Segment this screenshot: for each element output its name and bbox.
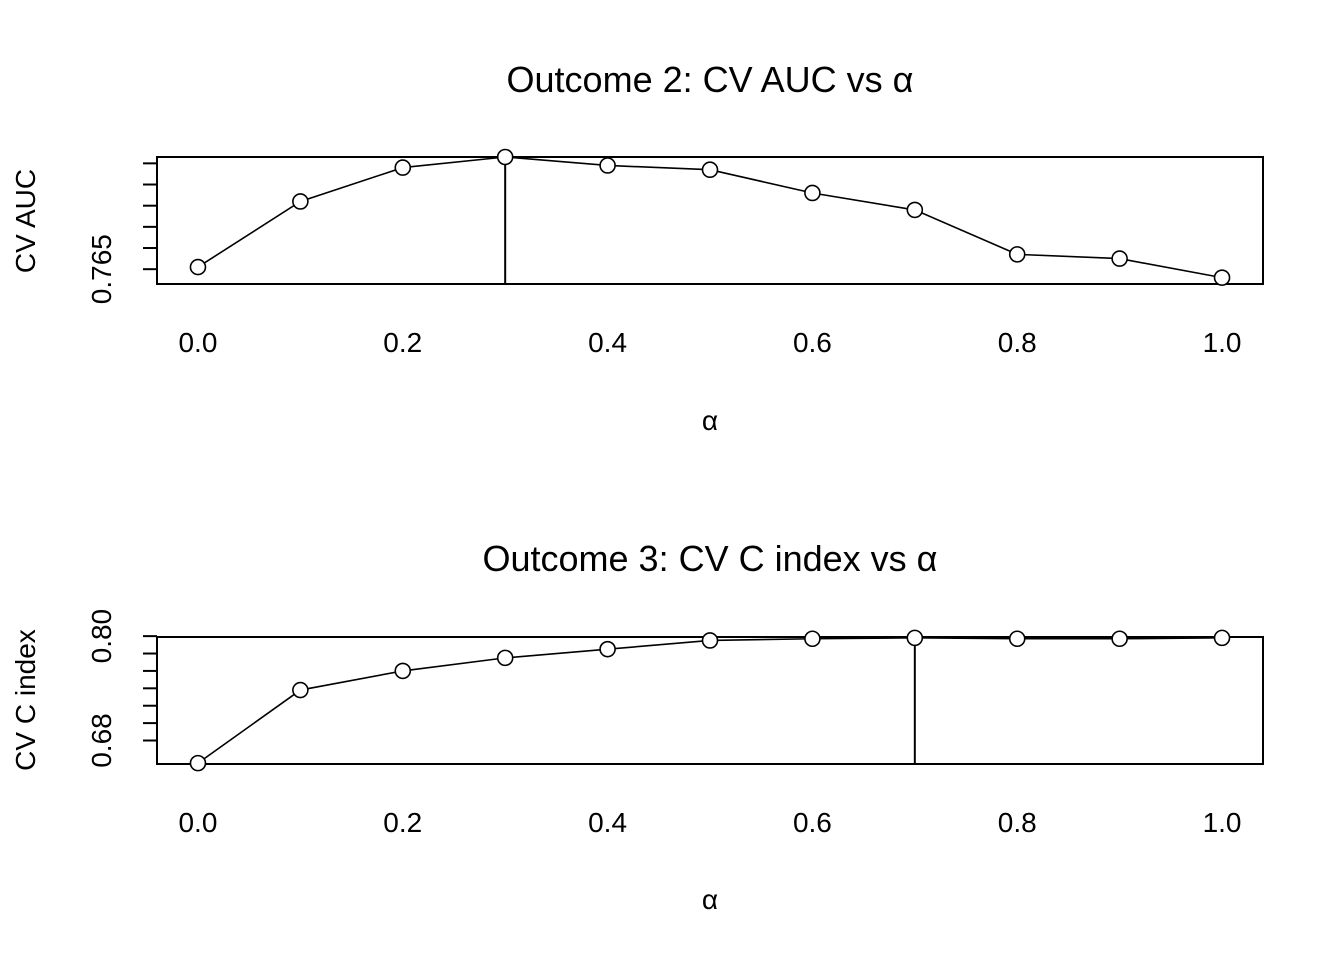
data-point	[496, 148, 514, 166]
x-tick-label: 1.0	[1203, 327, 1242, 358]
x-tick-label: 0.6	[793, 807, 832, 838]
data-point	[906, 201, 924, 219]
chart-panel-outcome-3: Outcome 3: CV C index vs α 0.0 0.2 0.4 0.6 0…	[10, 538, 1264, 915]
x-tick-label: 0.0	[178, 327, 217, 358]
data-point	[906, 629, 924, 647]
x-tick-label: 0.8	[998, 807, 1037, 838]
y-axis: 0.765	[86, 162, 157, 304]
data-point	[394, 159, 412, 176]
data-point	[496, 649, 514, 667]
chart-title: Outcome 2: CV AUC vs α	[507, 59, 914, 100]
x-axis-label: α	[702, 405, 718, 436]
y-axis: 0.68 0.80	[86, 609, 157, 768]
data-point	[701, 161, 719, 178]
data-point	[292, 681, 309, 699]
data-point	[189, 754, 207, 772]
chart-title: Outcome 3: CV C index vs α	[483, 538, 938, 579]
data-point	[804, 630, 821, 648]
x-tick-label: 1.0	[1203, 807, 1242, 838]
x-axis: 0.0 0.2 0.4 0.6 0.8 1.0	[178, 807, 1242, 838]
data-point	[599, 157, 616, 174]
y-tick-label: 0.68	[86, 713, 117, 768]
x-tick-label: 0.2	[383, 807, 422, 838]
data-point	[1111, 250, 1128, 267]
x-tick-label: 0.4	[588, 807, 627, 838]
x-axis-label: α	[702, 884, 718, 915]
data-point	[1008, 246, 1026, 263]
x-axis: 0.0 0.2 0.4 0.6 0.8 1.0	[178, 327, 1242, 358]
x-tick-label: 0.2	[383, 327, 422, 358]
data-point	[1213, 269, 1231, 286]
plot-frame	[156, 156, 1264, 285]
x-tick-label: 0.8	[998, 327, 1037, 358]
data-point	[394, 662, 412, 680]
x-tick-label: 0.6	[793, 327, 832, 358]
data-point	[1008, 630, 1026, 648]
data-point	[599, 640, 616, 658]
data-point	[1111, 630, 1128, 648]
y-axis-label: CV C index	[10, 629, 41, 771]
y-tick-label: 0.765	[86, 234, 117, 304]
plot-frame	[156, 636, 1264, 765]
y-axis-label: CV AUC	[10, 169, 41, 273]
series-line	[197, 637, 1223, 764]
series-points	[189, 629, 1231, 772]
chart-panel-outcome-2: Outcome 2: CV AUC vs α 0.0 0.2 0.4 0.6 0.8 1.…	[10, 59, 1264, 436]
data-point	[701, 632, 719, 649]
data-point	[804, 184, 821, 202]
y-tick-label: 0.80	[86, 609, 117, 664]
series-points	[189, 148, 1231, 286]
x-tick-label: 0.0	[178, 807, 217, 838]
data-point	[189, 258, 207, 276]
x-tick-label: 0.4	[588, 327, 627, 358]
data-point	[292, 193, 309, 210]
data-point	[1213, 629, 1231, 647]
